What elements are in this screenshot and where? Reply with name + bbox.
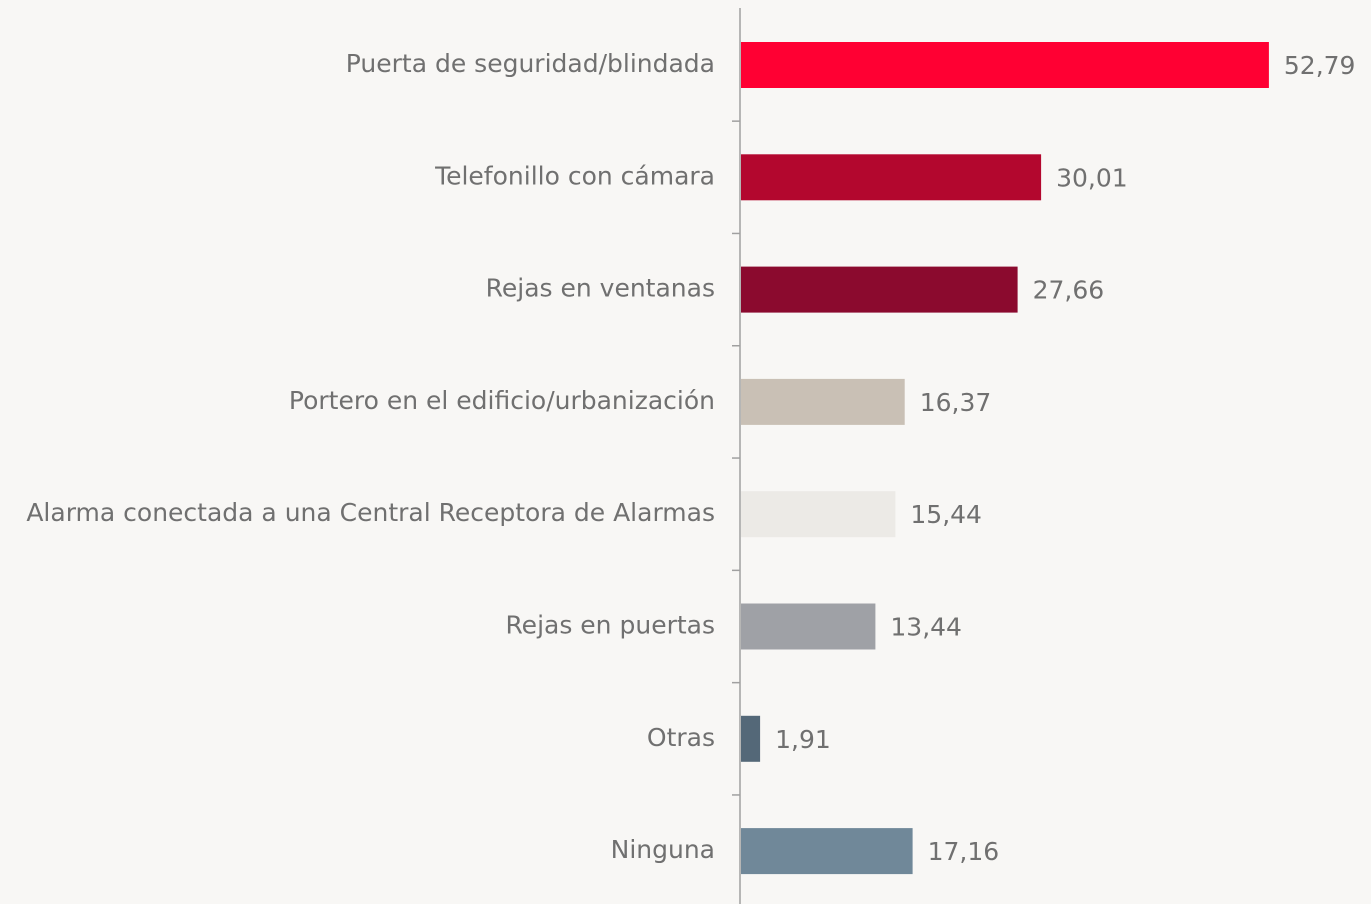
value-label: 30,01	[1056, 163, 1128, 192]
bar	[741, 266, 1018, 313]
value-label: 52,79	[1284, 51, 1356, 80]
category-label: Portero en el edificio/urbanización	[289, 386, 715, 415]
category-label: Ninguna	[611, 835, 715, 864]
bar	[741, 715, 761, 762]
bar	[741, 491, 896, 538]
category-label: Alarma conectada a una Central Receptora…	[26, 498, 715, 527]
bar	[741, 603, 876, 650]
bar	[741, 378, 905, 425]
value-label: 27,66	[1033, 276, 1105, 305]
category-label: Otras	[647, 723, 715, 752]
value-label: 15,44	[910, 500, 982, 529]
category-label: Rejas en ventanas	[486, 274, 715, 303]
bar	[741, 154, 1042, 201]
category-label: Telefonillo con cámara	[434, 161, 715, 190]
bar	[741, 828, 913, 875]
value-label: 13,44	[890, 613, 962, 642]
category-label: Puerta de seguridad/blindada	[346, 49, 715, 78]
value-label: 1,91	[775, 725, 831, 754]
category-label: Rejas en puertas	[505, 611, 715, 640]
bar	[741, 42, 1269, 88]
value-label: 17,16	[928, 837, 1000, 866]
value-label: 16,37	[920, 388, 992, 417]
